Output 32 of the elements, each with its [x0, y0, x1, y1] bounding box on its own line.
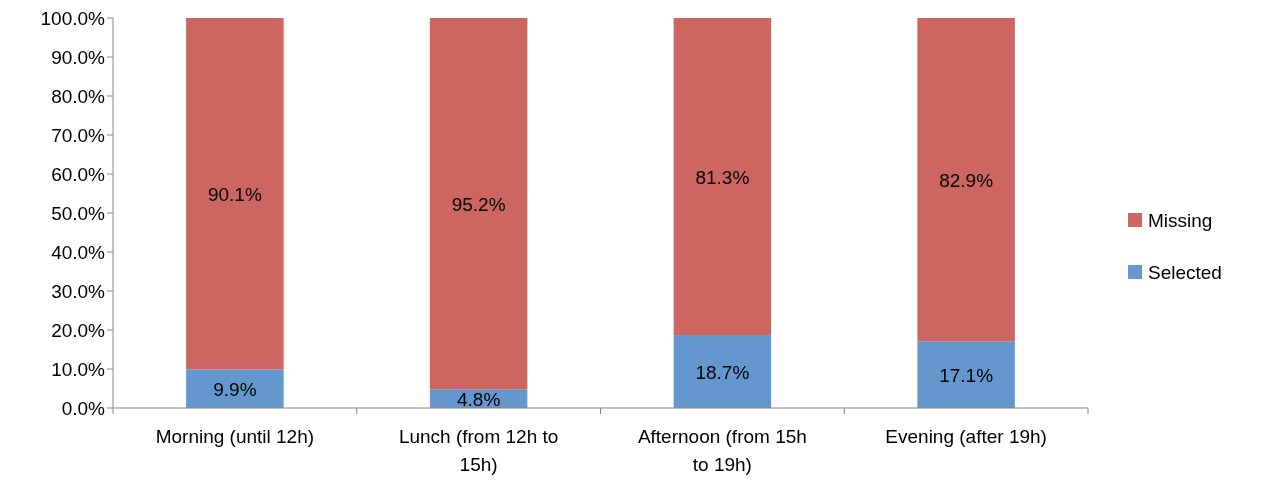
bar — [917, 341, 1015, 408]
data-label: 4.8% — [456, 388, 501, 410]
bar — [673, 18, 772, 336]
y-tick-label: 60.0% — [51, 164, 106, 185]
legend-label: Missing — [1148, 210, 1213, 231]
y-tick-label: 80.0% — [51, 86, 106, 107]
y-tick-label: 70.0% — [51, 125, 106, 146]
y-tick-label: 10.0% — [51, 359, 106, 380]
y-tick-label: 40.0% — [51, 242, 106, 263]
x-tick-label: Afternoon (from 15h to 19h) — [637, 426, 807, 475]
y-tick-label: 90.0% — [51, 47, 106, 68]
data-label: 90.1% — [207, 183, 262, 205]
data-label: 81.3% — [695, 166, 750, 188]
x-tick-label: Lunch (from 12h to 15h) — [398, 426, 559, 475]
bar — [429, 18, 528, 390]
bar — [917, 18, 1015, 342]
bar — [673, 335, 772, 408]
y-tick-label: 50.0% — [51, 203, 106, 224]
y-tick-label: 100.0% — [40, 8, 106, 29]
data-label: 95.2% — [451, 193, 506, 215]
data-label: 17.1% — [939, 364, 994, 386]
data-label: 9.9% — [213, 378, 257, 400]
y-tick-label: 30.0% — [51, 281, 106, 302]
data-label: 82.9% — [939, 169, 994, 191]
bar — [186, 369, 284, 408]
y-tick-label: 0.0% — [61, 398, 106, 419]
bar — [186, 18, 284, 370]
legend-label: Selected — [1148, 262, 1222, 283]
x-tick-label: Evening (after 19h) — [885, 426, 1047, 447]
x-tick-label: Morning (until 12h) — [155, 426, 315, 447]
y-tick-label: 20.0% — [51, 320, 106, 341]
data-label: 18.7% — [695, 361, 750, 383]
